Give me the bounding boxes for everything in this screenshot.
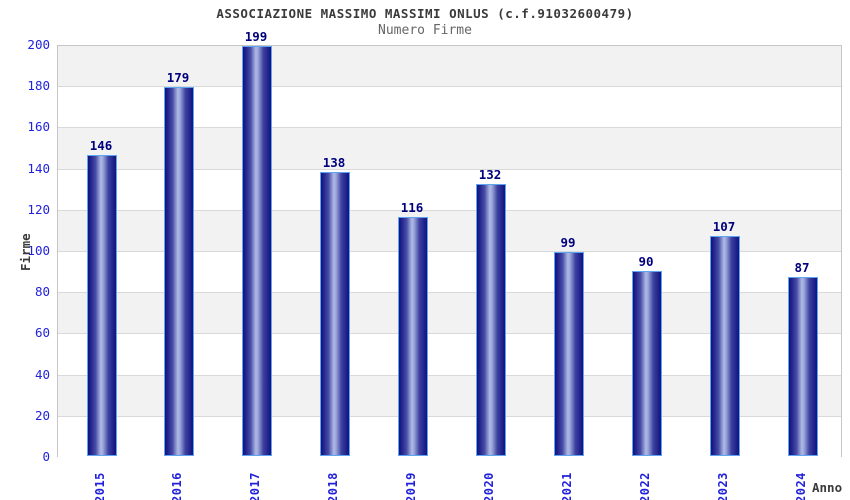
x-tick-label: 2016: [170, 472, 184, 500]
bar-value-label: 87: [794, 260, 810, 275]
gridline: [58, 168, 841, 170]
gridline: [58, 209, 841, 211]
y-tick-label: 100: [27, 243, 50, 258]
gridline: [58, 86, 841, 88]
bar-value-label: 90: [638, 254, 654, 269]
plot-area: [57, 45, 842, 458]
gridline: [58, 333, 841, 335]
x-tick-label: 2024: [794, 472, 808, 500]
y-tick-label: 160: [27, 119, 50, 135]
x-tick-label: 2022: [638, 472, 652, 500]
y-tick-label: 180: [27, 78, 50, 94]
y-tick-label: 140: [27, 160, 50, 176]
gridline: [58, 127, 841, 129]
bar-value-label: 107: [712, 219, 736, 234]
bar-2017: [242, 46, 272, 456]
bar-2019: [398, 217, 428, 456]
bar-2024: [788, 277, 818, 456]
gridline: [58, 251, 841, 252]
bar-2023: [710, 236, 740, 456]
y-tick-label: 60: [34, 325, 50, 341]
bar-value-label: 99: [560, 235, 576, 250]
x-tick-label: 2018: [326, 472, 340, 500]
gridline: [58, 374, 841, 376]
bar-value-label: 138: [322, 155, 346, 170]
y-axis-title: Firme: [18, 233, 33, 271]
chart-subtitle: Numero Firme: [378, 23, 472, 38]
gridline: [58, 415, 841, 417]
y-tick-label: 80: [34, 284, 50, 300]
bar-value-label: 116: [400, 200, 424, 215]
bar-2020: [476, 184, 506, 456]
y-tick-label: 120: [27, 201, 50, 217]
bar-2015: [87, 155, 117, 456]
plot-background-band: [58, 46, 841, 88]
x-tick-label: 2019: [404, 472, 418, 500]
y-tick-label: 40: [34, 366, 50, 382]
x-tick-label: 2023: [716, 472, 730, 500]
bar-2021: [554, 252, 584, 456]
bar-2018: [320, 172, 350, 456]
x-tick-label: 2017: [248, 472, 262, 500]
x-axis-title: Anno: [812, 480, 843, 495]
bar-2022: [632, 271, 662, 456]
x-tick-label: 2020: [482, 472, 496, 500]
chart-title: ASSOCIAZIONE MASSIMO MASSIMI ONLUS (c.f.…: [216, 6, 634, 21]
gridline: [58, 292, 841, 294]
bar-value-label: 132: [478, 167, 502, 182]
x-tick-label: 2015: [93, 472, 107, 500]
y-tick-label: 20: [34, 407, 50, 423]
bar-value-label: 146: [89, 138, 113, 153]
bar-value-label: 199: [244, 29, 268, 44]
bar-value-label: 179: [166, 70, 190, 85]
x-tick-label: 2021: [560, 472, 574, 500]
y-tick-label: 200: [27, 37, 50, 52]
y-tick-label: 0: [42, 449, 50, 464]
bar-2016: [164, 87, 194, 456]
